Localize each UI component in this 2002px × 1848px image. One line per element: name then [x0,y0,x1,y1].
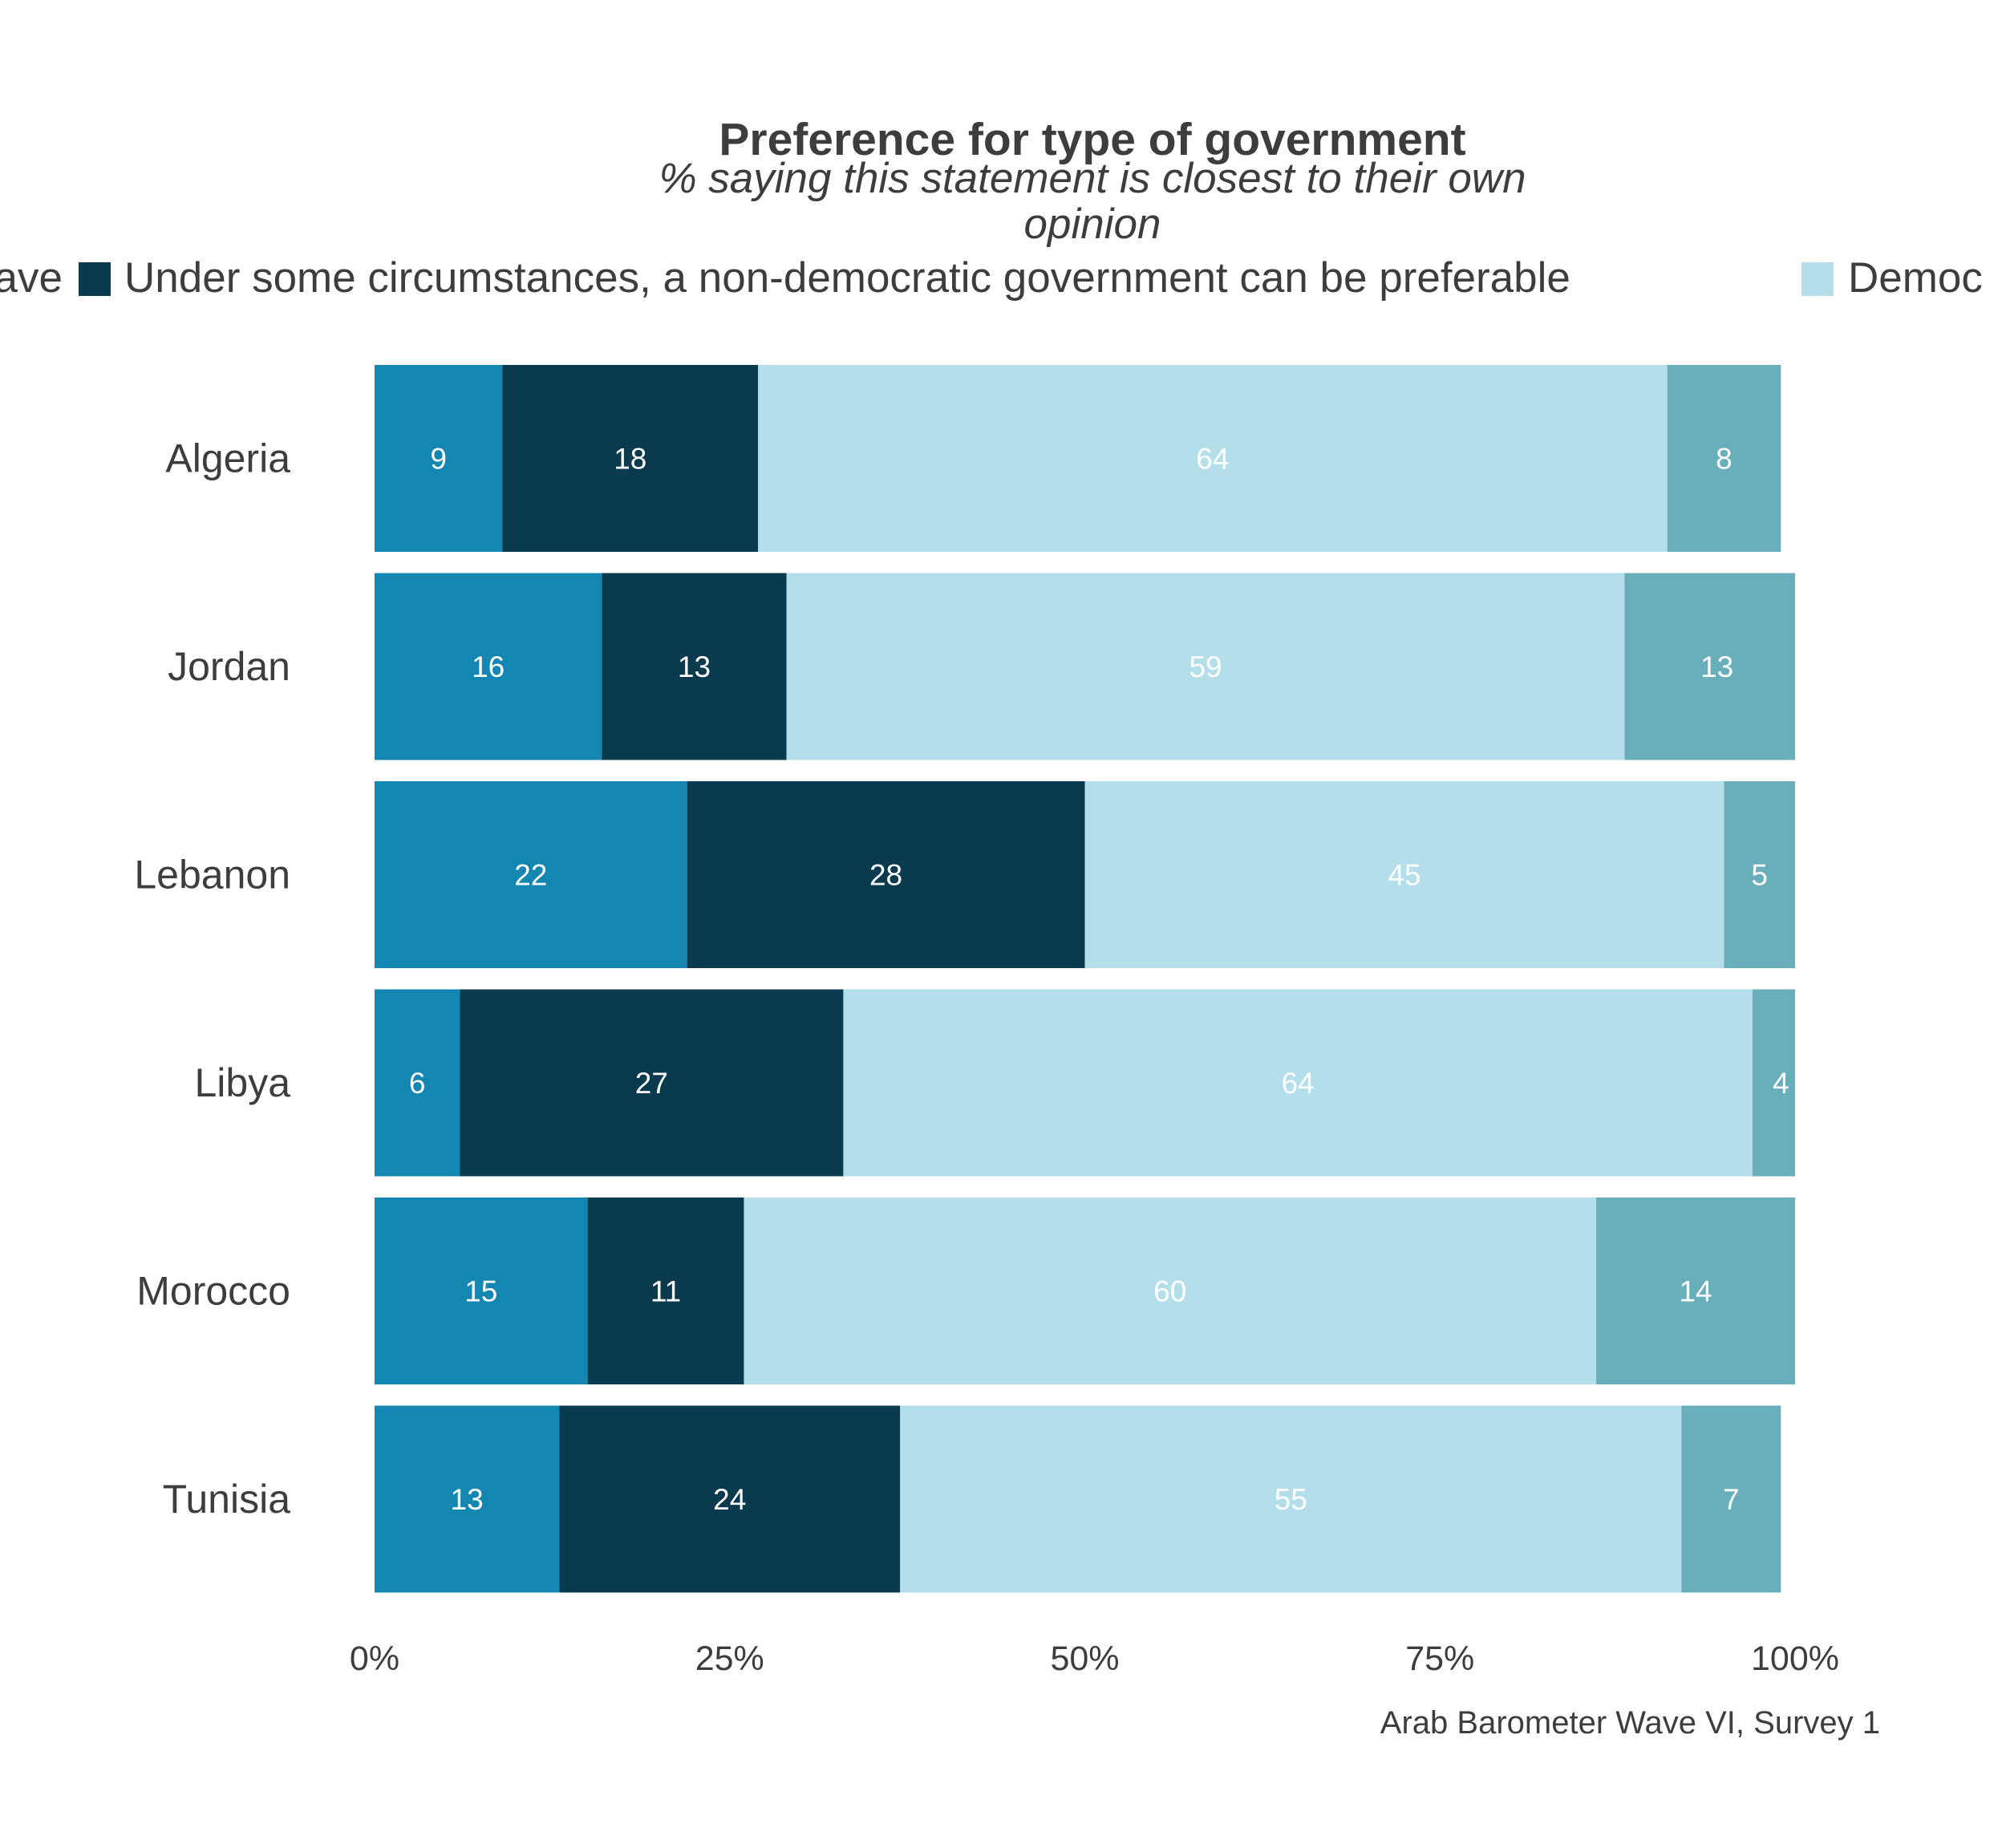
bar-group-jordan: Jordan 16 13 59 13 [168,573,1795,760]
data-label: 24 [713,1483,746,1516]
bar-segment [1596,1198,1795,1384]
bar-segment [1724,781,1795,968]
bar-segment [375,781,687,968]
legend-swatch-3 [1801,262,1834,296]
bar-segment [758,365,1668,552]
category-label: Jordan [168,644,290,689]
x-tick-label: 75% [1405,1639,1474,1678]
bar-segment [786,573,1625,760]
x-tick-label: 50% [1050,1639,1119,1678]
data-label: 59 [1189,650,1222,683]
category-label: Tunisia [163,1477,291,1522]
x-tick-label: 25% [695,1639,764,1678]
bar-segment [375,573,602,760]
bar-segment [460,989,844,1177]
data-label: 9 [430,443,447,476]
bar-segment [375,989,460,1177]
data-label: 45 [1388,859,1420,892]
chart-subtitle-line-1: % saying this statement is closest to th… [659,155,1526,202]
data-label: 4 [1773,1067,1789,1100]
bar-group-morocco: Morocco 15 11 60 14 [136,1198,1795,1384]
bar-segment [1084,781,1724,968]
x-axis: 0% 25% 50% 75% 100% [350,1639,1839,1678]
data-label: 27 [635,1067,668,1100]
bar-segment [559,1405,901,1593]
chart-caption: Arab Barometer Wave VI, Survey 1 [1380,1705,1880,1741]
legend-label-2: Under some circumstances, a non-democrat… [124,254,1570,302]
category-label: Morocco [136,1269,290,1314]
legend-label-3: Democ [1848,254,1983,302]
data-label: 64 [1282,1067,1315,1100]
bar-group-tunisia: Tunisia 13 24 55 7 [163,1405,1781,1593]
data-label: 16 [472,650,505,683]
bar-segment [602,573,787,760]
x-tick-label: 100% [1751,1639,1839,1678]
bar-group-lebanon: Lebanon 22 28 45 5 [134,781,1795,968]
data-label: 15 [464,1275,497,1308]
data-label: 55 [1275,1483,1307,1516]
bar-segment [375,1198,588,1384]
data-label: 13 [451,1483,484,1516]
legend: ave Under some circumstances, a non-demo… [0,254,1983,302]
bar-segment [1667,365,1781,552]
bar-group-algeria: Algeria 9 18 64 8 [165,365,1781,552]
data-label: 22 [514,859,547,892]
x-tick-label: 0% [350,1639,399,1678]
data-label: 64 [1196,443,1229,476]
bar-segment [744,1198,1597,1384]
data-label: 8 [1716,443,1732,476]
data-label: 5 [1751,859,1768,892]
bar-segment [843,989,1753,1177]
data-label: 7 [1723,1483,1740,1516]
bar-segment [502,365,759,552]
chart-subtitle-line-2: opinion [1024,201,1161,248]
bar-segment [1624,573,1795,760]
data-label: 18 [614,443,646,476]
category-label: Algeria [165,436,290,481]
bar-segment [587,1198,744,1384]
bar-group-libya: Libya 6 27 64 4 [194,989,1795,1177]
bar-segment [375,1405,560,1593]
legend-swatch-2 [79,262,111,296]
bar-segment [1752,989,1795,1177]
category-label: Libya [194,1060,290,1105]
chart-title: Preference for type of government [719,114,1465,165]
bar-segment [1681,1405,1781,1593]
bar-segment [687,781,1085,968]
data-label: 6 [409,1067,426,1100]
data-label: 14 [1679,1275,1712,1308]
data-label: 11 [650,1275,681,1308]
bar-segment [375,365,503,552]
bar-segment [900,1405,1682,1593]
data-label: 60 [1153,1275,1186,1308]
data-label: 28 [869,859,902,892]
legend-label-1: ave [0,254,63,302]
data-label: 13 [678,650,711,683]
category-label: Lebanon [134,853,290,898]
data-label: 13 [1700,650,1733,683]
